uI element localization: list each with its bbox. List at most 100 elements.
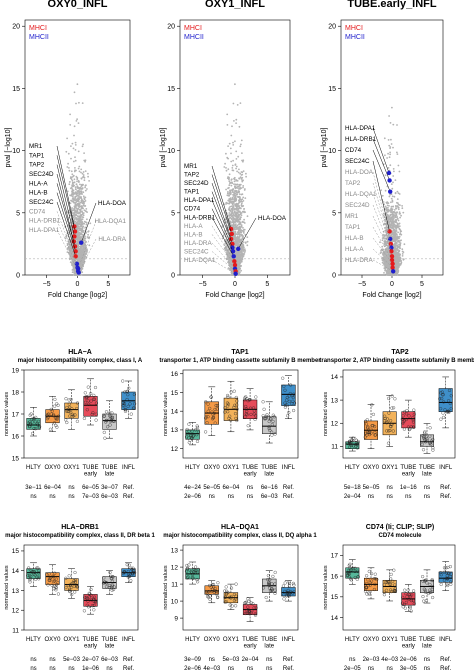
data-point [78,261,81,264]
data-point [238,125,241,128]
data-point [383,137,386,140]
data-point [246,236,249,239]
data-point [233,178,236,181]
data-point [73,170,76,173]
data-point [70,145,72,148]
data-point [77,239,80,242]
data-point [242,200,245,202]
data-point [74,159,77,162]
y-tick-label: 10 [328,148,336,155]
data-point [234,195,237,197]
data-point [80,224,83,226]
data-point [239,233,242,236]
data-point [234,83,236,86]
x-tick-label: 5 [106,281,110,288]
y-tick-label: 10 [167,148,175,155]
data-point [80,201,83,204]
data-point [235,190,238,192]
data-point [84,245,87,247]
data-point [73,134,75,137]
data-point [238,168,240,171]
data-point [71,179,74,182]
data-point [226,246,228,248]
data-point [80,199,83,202]
data-point [236,193,239,196]
data-point [232,217,234,219]
gene-point [79,240,84,245]
data-point [241,179,244,182]
data-point [236,220,239,222]
data-point [240,171,243,173]
data-point [391,187,394,190]
data-point [68,181,71,183]
data-point [402,211,405,214]
data-point [240,269,243,272]
data-point [231,203,234,206]
data-point [238,183,241,186]
data-point [75,218,78,221]
data-point [76,210,79,213]
gene-label: TAP2 [184,172,200,179]
data-point [225,201,228,204]
data-point [74,258,77,261]
data-point [227,168,230,171]
data-point [238,193,241,196]
gene-label: HLA-DRB1 [29,218,61,225]
data-point [72,175,74,178]
data-point [230,212,233,214]
data-point [230,178,233,181]
data-point [78,234,81,237]
data-point [71,190,73,193]
data-point [235,237,238,240]
data-point [72,184,75,186]
data-point [390,201,392,204]
data-point [74,213,77,216]
data-point [76,118,78,121]
data-point [70,199,73,202]
data-point [80,190,83,193]
data-point [246,240,249,243]
data-point [231,125,233,128]
x-tick-label: 0 [233,281,237,288]
data-point [236,241,239,244]
data-point [221,225,224,228]
data-point [82,246,85,248]
data-point [246,215,249,218]
data-point [74,192,76,195]
legend-entry: MHCI [29,25,47,32]
data-point [230,261,233,264]
gene-point [233,271,238,276]
data-point [71,188,74,191]
data-point [236,228,239,231]
data-point [83,152,85,155]
data-point [74,144,77,146]
data-point [74,214,77,217]
data-point [71,193,73,196]
gene-label: TAP1 [184,189,200,196]
data-point [239,176,242,179]
data-point [84,189,87,192]
y-tick-label: 20 [167,24,175,31]
data-point [233,190,236,192]
data-point [242,159,245,162]
y-tick-label: 10 [12,148,20,155]
data-point [65,150,68,153]
data-point [228,186,230,189]
data-point [235,167,238,170]
data-point [82,171,85,173]
data-point [235,223,237,226]
data-point [235,179,238,182]
data-point [88,244,91,247]
y-tick-label: 5 [332,210,336,217]
data-point [76,192,79,195]
data-point [391,106,393,109]
gene-label: HLA-DOA [98,200,127,207]
data-point [226,177,229,180]
data-point [237,196,240,198]
data-point [73,160,75,163]
y-tick-label: 0 [171,273,175,280]
data-point [81,172,84,175]
data-point [224,162,227,165]
data-point [74,206,77,209]
data-point [78,170,81,173]
